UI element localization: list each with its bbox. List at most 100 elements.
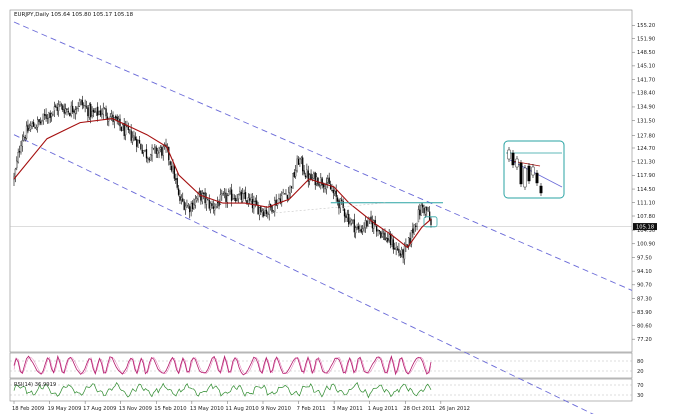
- minor-trendline: [275, 202, 387, 214]
- price-tick-label: 80.60: [637, 323, 652, 329]
- candle-body: [108, 119, 110, 122]
- candle-body: [350, 219, 353, 224]
- candle-body: [374, 220, 376, 226]
- candle-body: [321, 178, 323, 186]
- candle-body: [395, 247, 397, 250]
- price-tick-label: 145.10: [637, 64, 655, 70]
- candle-body: [304, 175, 307, 178]
- price-tick-label: 138.40: [637, 91, 655, 97]
- candle-body: [169, 161, 171, 165]
- candle-body: [413, 224, 415, 235]
- last-price-label: 105.18: [636, 225, 654, 231]
- candle-body: [401, 249, 403, 255]
- candle-body: [35, 126, 37, 130]
- candle-body: [91, 111, 93, 116]
- candle-body: [148, 158, 150, 161]
- candle-body: [175, 178, 177, 180]
- candle-body: [290, 186, 293, 188]
- candle-body: [426, 206, 428, 211]
- candle-body: [410, 230, 413, 245]
- candle-body: [338, 200, 340, 209]
- time-tick-label: 11 Aug 2010: [225, 406, 258, 412]
- candle-body: [226, 195, 229, 203]
- candle-body: [187, 205, 189, 207]
- candle-body: [260, 206, 262, 212]
- candle-body: [247, 197, 249, 205]
- candle-body: [264, 210, 266, 216]
- candle-body: [402, 249, 404, 258]
- inset-candle: [507, 149, 511, 160]
- rsi-line: [13, 382, 432, 399]
- candle-body: [225, 192, 227, 202]
- candle-body: [267, 213, 269, 215]
- candle-body: [380, 231, 382, 238]
- candle-body: [124, 125, 127, 136]
- candle-body: [236, 199, 238, 202]
- candle-body: [230, 189, 233, 201]
- candle-body: [138, 140, 141, 144]
- candle-body: [56, 107, 58, 111]
- candle-body: [346, 214, 348, 218]
- candle-body: [64, 108, 67, 113]
- candle-body: [334, 190, 336, 194]
- candle-body: [42, 113, 44, 121]
- candle-body: [293, 172, 295, 177]
- candle-body: [353, 219, 355, 233]
- price-tick-label: 107.80: [637, 214, 655, 220]
- candle-body: [177, 188, 180, 195]
- candle-body: [268, 204, 270, 215]
- candle-body: [193, 204, 195, 209]
- candle-body: [415, 225, 417, 227]
- candle-body: [406, 244, 408, 246]
- candle-body: [355, 227, 357, 234]
- candle-body: [289, 185, 291, 194]
- trend-channel: [13, 21, 633, 414]
- rsi-label: RSI(14) 36.9919: [14, 382, 56, 388]
- candle-body: [232, 198, 234, 200]
- time-tick-label: 19 May 2009: [48, 406, 82, 412]
- candle-body: [137, 140, 139, 148]
- price-axis: 155.20 151.90 148.50 145.10 141.70 138.40 134.…: [632, 23, 657, 343]
- candle-body: [196, 197, 198, 201]
- candle-body: [156, 150, 159, 155]
- price-tick-label: 111.10: [637, 201, 655, 207]
- candle-body: [14, 168, 17, 177]
- candle-body: [303, 170, 305, 175]
- rsi-level-label: 30: [637, 393, 644, 399]
- inset-candle: [527, 165, 531, 182]
- candle-body: [412, 228, 414, 234]
- candle-body: [357, 226, 360, 230]
- candle-body: [53, 106, 56, 111]
- candle-body: [71, 105, 74, 113]
- time-tick-label: 9 Nov 2010: [261, 406, 291, 412]
- candle-body: [282, 192, 284, 195]
- candle-body: [208, 199, 210, 209]
- candle-body: [398, 248, 400, 253]
- candle-body: [83, 104, 85, 106]
- candle-body: [170, 166, 173, 171]
- candle-body: [315, 176, 318, 184]
- candle-body: [95, 107, 97, 112]
- time-axis: 18 Feb 2009 19 May 2009 17 Aug 2009 13 Nov …: [12, 401, 470, 412]
- candle-body: [30, 125, 32, 130]
- candle-body: [123, 123, 125, 137]
- candle-body: [391, 238, 393, 245]
- time-tick-label: 13 Nov 2009: [119, 406, 152, 412]
- ma-line: [13, 118, 432, 249]
- candle-body: [243, 193, 245, 194]
- candle-body: [16, 160, 18, 169]
- candle-body: [394, 248, 396, 250]
- candle-body: [384, 232, 386, 241]
- highlight-box: [423, 216, 438, 228]
- candle-body: [271, 205, 273, 213]
- candle-body: [24, 137, 26, 139]
- price-tick-label: 104.30: [637, 228, 655, 234]
- price-tick-label: 121.30: [637, 159, 655, 165]
- candle-body: [235, 197, 237, 202]
- candle-body: [39, 121, 42, 124]
- time-tick-label: 3 May 2011: [332, 406, 363, 412]
- price-tick-label: 141.70: [637, 77, 655, 83]
- candle-body: [110, 113, 113, 118]
- price-tick-label: 87.30: [637, 296, 652, 302]
- candle-body: [209, 203, 212, 210]
